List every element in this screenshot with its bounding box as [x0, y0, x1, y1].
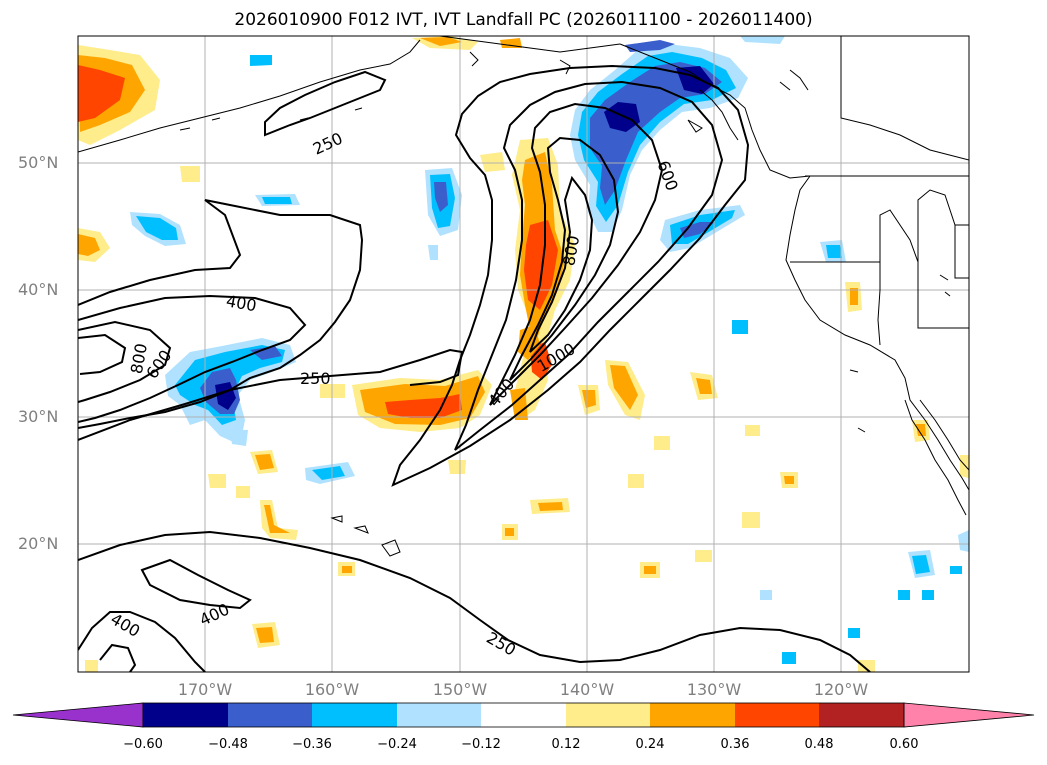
positive-anomaly-fill: [78, 36, 969, 672]
lat-label-40n: 40°N: [18, 280, 59, 299]
map-frame: [77, 35, 970, 673]
map-area: 250 400 800 600 250 400 1000 800 600 400…: [78, 36, 969, 672]
lon-label-160w: 160°W: [304, 680, 360, 699]
colorbar-tick: −0.24: [377, 737, 417, 752]
ivt-contours: [78, 64, 871, 672]
colorbar-tick: 0.24: [635, 737, 665, 752]
contour-label-250-mid: 250: [300, 369, 331, 388]
map-title: 2026010900 F012 IVT, IVT Landfall PC (20…: [234, 10, 813, 30]
colorbar-tick: −0.48: [208, 737, 248, 752]
colorbar-tick: 0.36: [720, 737, 750, 752]
colorbar-tick: 0.12: [551, 737, 581, 752]
coastlines: [78, 36, 969, 557]
lon-label-130w: 130°W: [686, 680, 742, 699]
lat-label-20n: 20°N: [18, 534, 59, 553]
lon-label-140w: 140°W: [559, 680, 615, 699]
colorbar: [12, 702, 1035, 728]
lat-label-30n: 30°N: [18, 407, 59, 426]
lat-label-50n: 50°N: [18, 153, 59, 172]
colorbar-tick: −0.60: [123, 737, 163, 752]
colorbar-tick: 0.48: [804, 737, 834, 752]
colorbar-tick: −0.36: [292, 737, 332, 752]
colorbar-tick: 0.60: [889, 737, 919, 752]
colorbar-tick: −0.12: [461, 737, 501, 752]
lon-label-120w: 120°W: [813, 680, 869, 699]
lon-label-150w: 150°W: [432, 680, 488, 699]
lon-label-170w: 170°W: [177, 680, 233, 699]
